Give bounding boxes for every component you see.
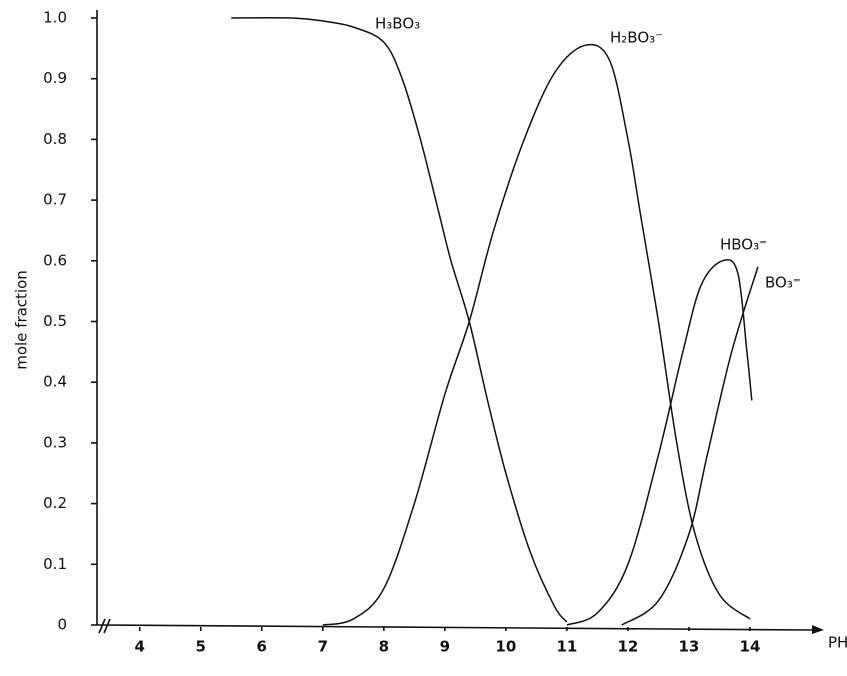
x-tick-label: 14 — [740, 638, 761, 656]
x-tick-label: 7 — [318, 638, 328, 656]
y-axis-label: mole fraction — [13, 270, 31, 370]
x-tick-label: 13 — [679, 638, 700, 656]
axis-break — [98, 618, 106, 634]
x-tick-label: 6 — [257, 638, 267, 656]
line — [231, 17, 568, 623]
x-tick-label: 8 — [379, 638, 389, 656]
x-tick-label: 12 — [617, 638, 638, 656]
y-tick-label: 0.6 — [43, 251, 67, 269]
y-tick-label: 1.0 — [43, 9, 67, 27]
x-axis-label: PH — [828, 634, 847, 652]
y-tick-label: 0.8 — [43, 130, 67, 148]
line — [621, 266, 759, 626]
x-axis — [96, 624, 813, 631]
series-label: H₂BO₃⁻ — [610, 29, 663, 47]
y-tick-label: 0.5 — [43, 312, 67, 330]
line — [566, 258, 753, 626]
series-label: HBO₃⁼ — [720, 236, 767, 254]
axis-break — [103, 618, 111, 634]
x-axis-arrow — [812, 625, 824, 634]
y-tick-label: 0.2 — [43, 494, 67, 512]
x-tick-label: 5 — [196, 638, 206, 656]
y-tick-label: 0.1 — [43, 555, 67, 573]
x-tick-label: 10 — [495, 638, 516, 656]
y-tick-label: 0.7 — [43, 191, 67, 209]
series-label: BO₃⁼ — [765, 274, 801, 292]
series-label: H₃BO₃ — [375, 15, 420, 33]
y-tick-label: 0.9 — [43, 69, 67, 87]
y-tick-label: 0.3 — [43, 433, 67, 451]
y-tick-label: 0.4 — [43, 373, 67, 391]
x-tick-label: 4 — [134, 638, 144, 656]
x-tick-label: 9 — [440, 638, 450, 656]
x-tick-label: 11 — [556, 638, 577, 656]
line — [322, 43, 751, 626]
y-tick-label: 0 — [57, 616, 67, 634]
